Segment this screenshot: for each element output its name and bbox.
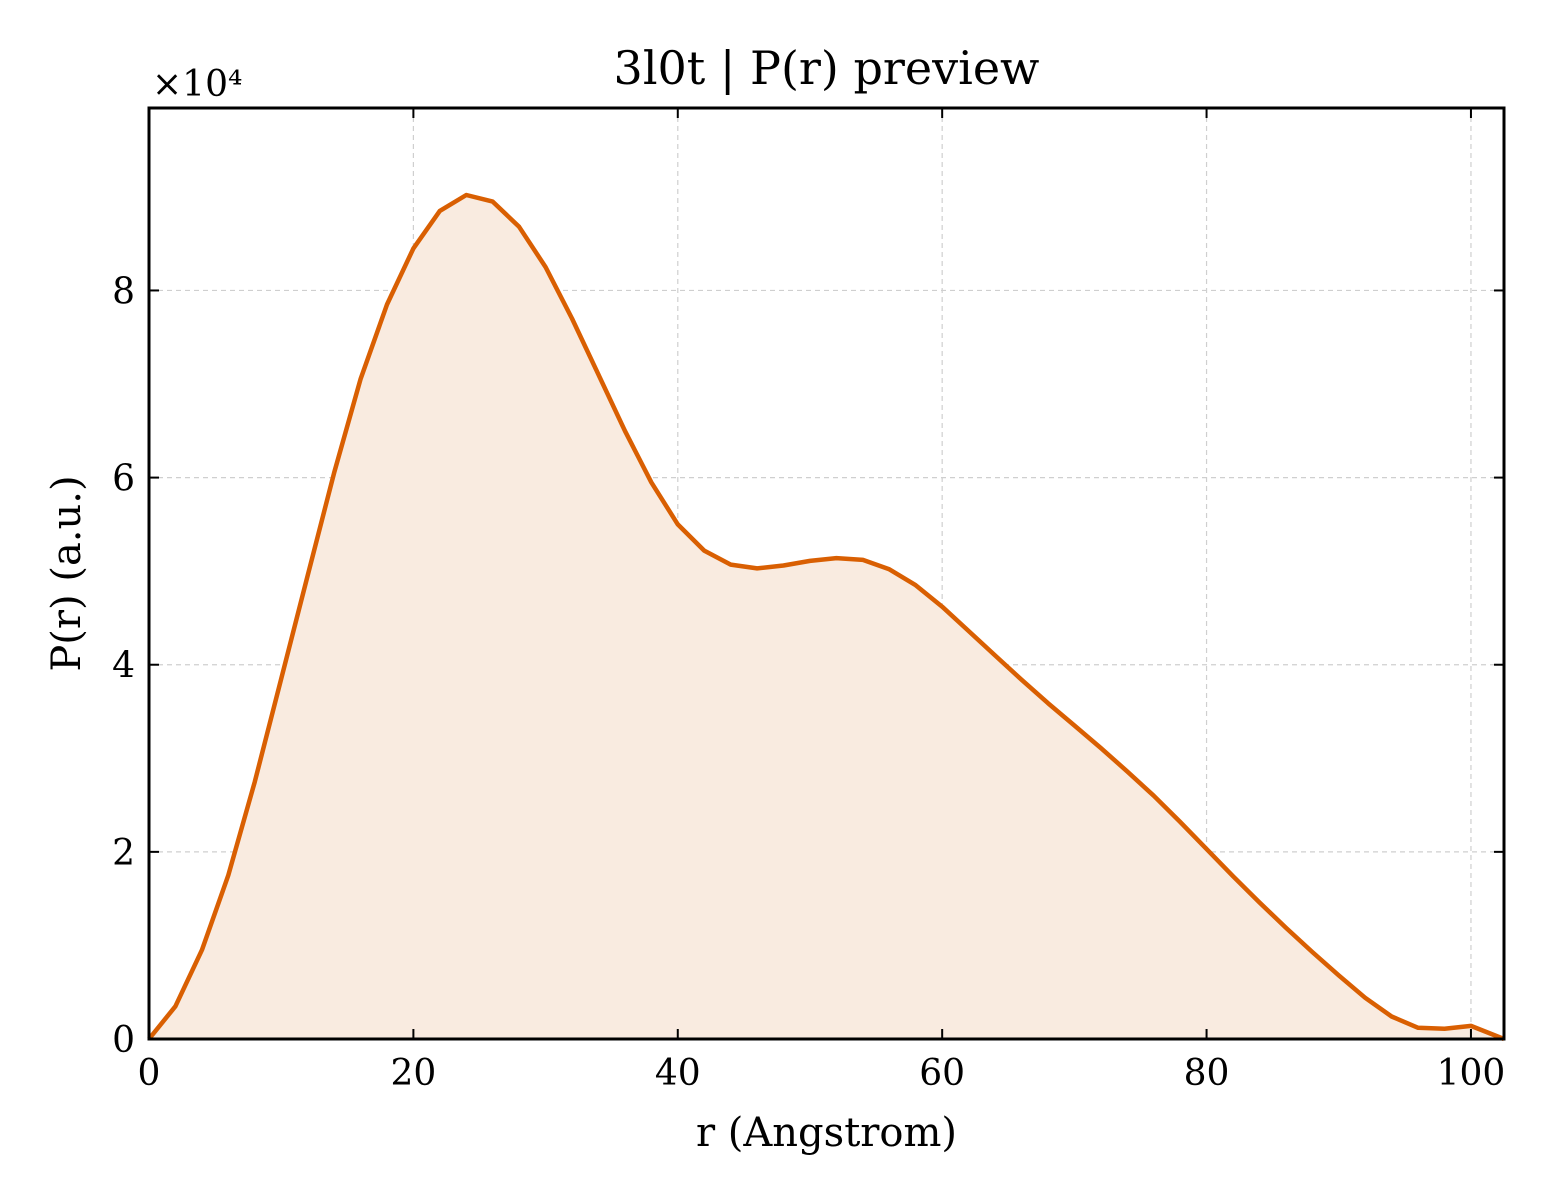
y-tick-label: 8: [112, 271, 135, 312]
x-tick-label: 20: [390, 1053, 436, 1094]
x-tick-label: 60: [919, 1053, 965, 1094]
chart-title: 3l0t | P(r) preview: [614, 41, 1040, 95]
y-tick-label: 2: [112, 833, 135, 874]
y-tick-label: 4: [112, 646, 135, 687]
ticks: 0 20 40 60 80 100 0 2 4 6 8: [112, 108, 1505, 1094]
pr-area-fill: [149, 195, 1504, 1039]
x-tick-label: 40: [655, 1053, 701, 1094]
pr-series-line: [147, 192, 1505, 1042]
x-tick-label: 100: [1437, 1053, 1506, 1094]
plot-frame: [147, 106, 1506, 1041]
y-tick-label: 6: [112, 459, 135, 500]
y-tick-label: 0: [112, 1020, 135, 1061]
x-tick-label: 80: [1184, 1053, 1230, 1094]
y-axis-offset-label: ×10⁴: [152, 64, 242, 105]
y-axis-label: P(r) (a.u.): [44, 475, 90, 671]
x-tick-label: 0: [138, 1053, 161, 1094]
x-axis-label: r (Angstrom): [696, 1110, 957, 1156]
